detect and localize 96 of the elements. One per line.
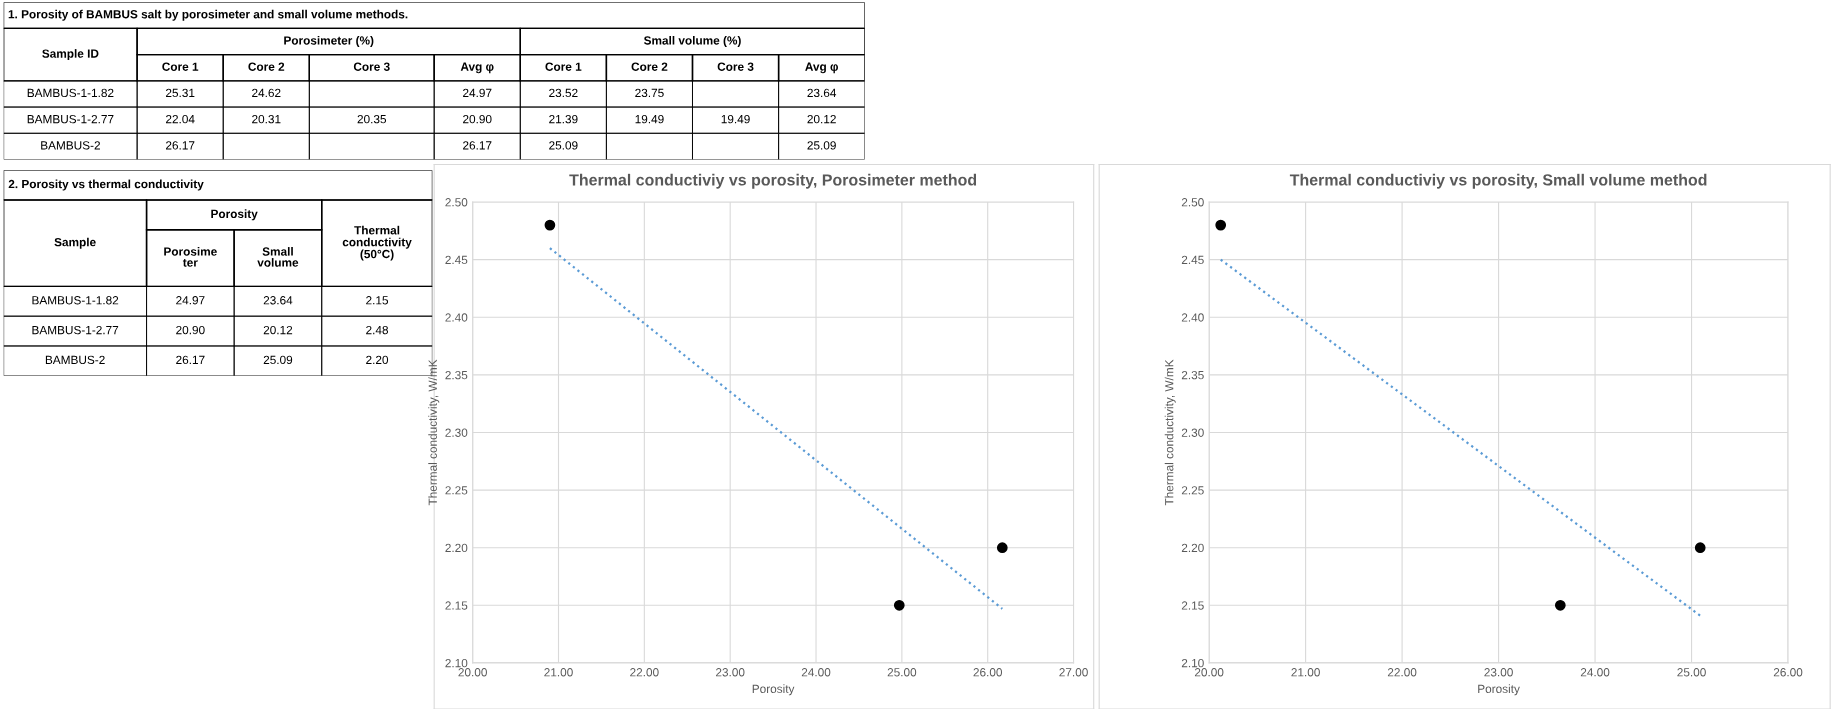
y-tick-label: 2.45 bbox=[1181, 255, 1204, 265]
x-tick-label: 24.00 bbox=[801, 668, 831, 677]
text: Sample ID bbox=[42, 49, 99, 61]
y-tick-label: 2.40 bbox=[1181, 313, 1204, 322]
x-tick-label: 23.00 bbox=[1484, 668, 1513, 677]
category-label: Small volume bbox=[257, 247, 299, 267]
x-tick-label: 22.00 bbox=[1387, 668, 1417, 677]
category-label: BAMBUS-1-2.77 bbox=[32, 325, 119, 335]
text: 21.39 bbox=[549, 114, 578, 124]
text: 20.35 bbox=[357, 114, 387, 124]
text: 26.17 bbox=[176, 355, 205, 365]
text: Sample bbox=[54, 237, 96, 249]
category-label: Core 3 bbox=[717, 62, 754, 71]
text: 20.12 bbox=[807, 114, 836, 124]
x-tick-label: 21.00 bbox=[1291, 668, 1320, 677]
x-tick-label: 25.00 bbox=[887, 668, 917, 677]
text: 25.31 bbox=[166, 88, 195, 98]
text: Porosimeter (%) bbox=[284, 35, 374, 47]
y-tick-label: 2.50 bbox=[445, 198, 468, 207]
y-tick-label: 2.20 bbox=[1181, 543, 1204, 553]
chart-title: Thermal conductiviy vs porosity, Porosimeter method bbox=[569, 173, 977, 189]
chart-title: Thermal conductiviy vs porosity, Small volume method bbox=[1289, 173, 1707, 189]
text: 24.97 bbox=[176, 296, 205, 305]
y-tick-label: 2.25 bbox=[1181, 486, 1204, 495]
text: 25.09 bbox=[807, 141, 836, 150]
category-label: BAMBUS-1-1.82 bbox=[32, 296, 119, 305]
text: 25.09 bbox=[549, 141, 578, 150]
text: 20.31 bbox=[252, 114, 281, 124]
category-label: Core 1 bbox=[545, 62, 582, 71]
category-label: BAMBUS-1-2.77 bbox=[27, 114, 114, 124]
text: 20.12 bbox=[263, 325, 293, 335]
text: 23.75 bbox=[635, 88, 664, 98]
point bbox=[893, 599, 905, 611]
text: 19.49 bbox=[721, 114, 750, 124]
x-axis-title: Porosity bbox=[1478, 684, 1520, 696]
y-tick-label: 2.30 bbox=[445, 428, 468, 437]
category-label: BAMBUS-2 bbox=[45, 355, 105, 365]
category-label: Core 3 bbox=[353, 62, 390, 71]
y-tick-label: 2.35 bbox=[1181, 370, 1204, 380]
point bbox=[1554, 599, 1566, 611]
y-tick-label: 2.35 bbox=[445, 370, 468, 380]
text: 20.90 bbox=[176, 325, 205, 335]
x-tick-label: 26.00 bbox=[973, 668, 1003, 677]
category-label: Avg φ bbox=[805, 62, 838, 74]
x-tick-label: 25.00 bbox=[1677, 668, 1706, 677]
text: 1. Porosity of BAMBUS salt by porosimeter and small volume methods. bbox=[8, 9, 408, 21]
text: 24.97 bbox=[463, 88, 492, 98]
y-tick-label: 2.15 bbox=[445, 601, 468, 610]
category-label: Thermal conductivity (50°C) bbox=[342, 225, 412, 261]
point bbox=[996, 542, 1008, 554]
y-axis-title: Thermal conductivity, W/mK bbox=[428, 359, 440, 506]
x-tick-label: 22.00 bbox=[630, 668, 659, 677]
category-label: BAMBUS-2 bbox=[41, 141, 100, 150]
y-tick-label: 2.25 bbox=[445, 486, 468, 495]
x-tick-label: 26.00 bbox=[1773, 668, 1803, 677]
y-tick-label: 2.40 bbox=[445, 313, 468, 322]
text: Small volume (%) bbox=[643, 35, 741, 47]
y-tick-label: 2.10 bbox=[445, 658, 468, 668]
y-axis-title: Thermal conductivity, W/mK bbox=[1164, 359, 1176, 506]
x-tick-label: 24.00 bbox=[1580, 668, 1610, 677]
text: 23.52 bbox=[549, 88, 578, 98]
y-tick-label: 2.50 bbox=[1181, 198, 1204, 207]
text: 24.62 bbox=[252, 88, 281, 98]
category-label: Core 1 bbox=[162, 62, 199, 71]
y-tick-label: 2.15 bbox=[1181, 601, 1204, 610]
y-tick-label: 2.45 bbox=[445, 255, 468, 265]
category-label: Porosime ter bbox=[164, 247, 217, 267]
text: 2.20 bbox=[366, 355, 389, 365]
text: Porosity bbox=[211, 209, 258, 221]
x-tick-label: 20.00 bbox=[458, 668, 487, 677]
point bbox=[1694, 542, 1706, 554]
text: 26.17 bbox=[463, 141, 492, 150]
text: 19.49 bbox=[635, 114, 664, 124]
text: 26.17 bbox=[166, 141, 195, 150]
y-tick-label: 2.20 bbox=[445, 543, 468, 553]
text: 20.90 bbox=[463, 114, 492, 124]
x-tick-label: 21.00 bbox=[544, 668, 573, 677]
text: 22.04 bbox=[166, 114, 195, 124]
text: 2.48 bbox=[366, 325, 389, 335]
x-tick-label: 27.00 bbox=[1059, 668, 1088, 677]
text: 25.09 bbox=[263, 355, 293, 365]
x-tick-label: 20.00 bbox=[1194, 668, 1224, 677]
x-tick-label: 23.00 bbox=[716, 668, 745, 677]
category-label: BAMBUS-1-1.82 bbox=[27, 88, 114, 98]
text: 23.64 bbox=[807, 88, 837, 98]
y-tick-label: 2.10 bbox=[1181, 658, 1204, 668]
text: 2. Porosity vs thermal conductivity bbox=[8, 179, 204, 191]
text: 2.15 bbox=[366, 296, 389, 305]
point bbox=[544, 219, 556, 231]
category-label: Core 2 bbox=[248, 62, 285, 71]
point bbox=[1215, 219, 1227, 231]
category-label: Core 2 bbox=[631, 62, 668, 71]
x-axis-title: Porosity bbox=[752, 684, 795, 696]
text: 23.64 bbox=[263, 296, 293, 305]
category-label: Avg φ bbox=[460, 62, 494, 74]
y-tick-label: 2.30 bbox=[1181, 428, 1204, 437]
